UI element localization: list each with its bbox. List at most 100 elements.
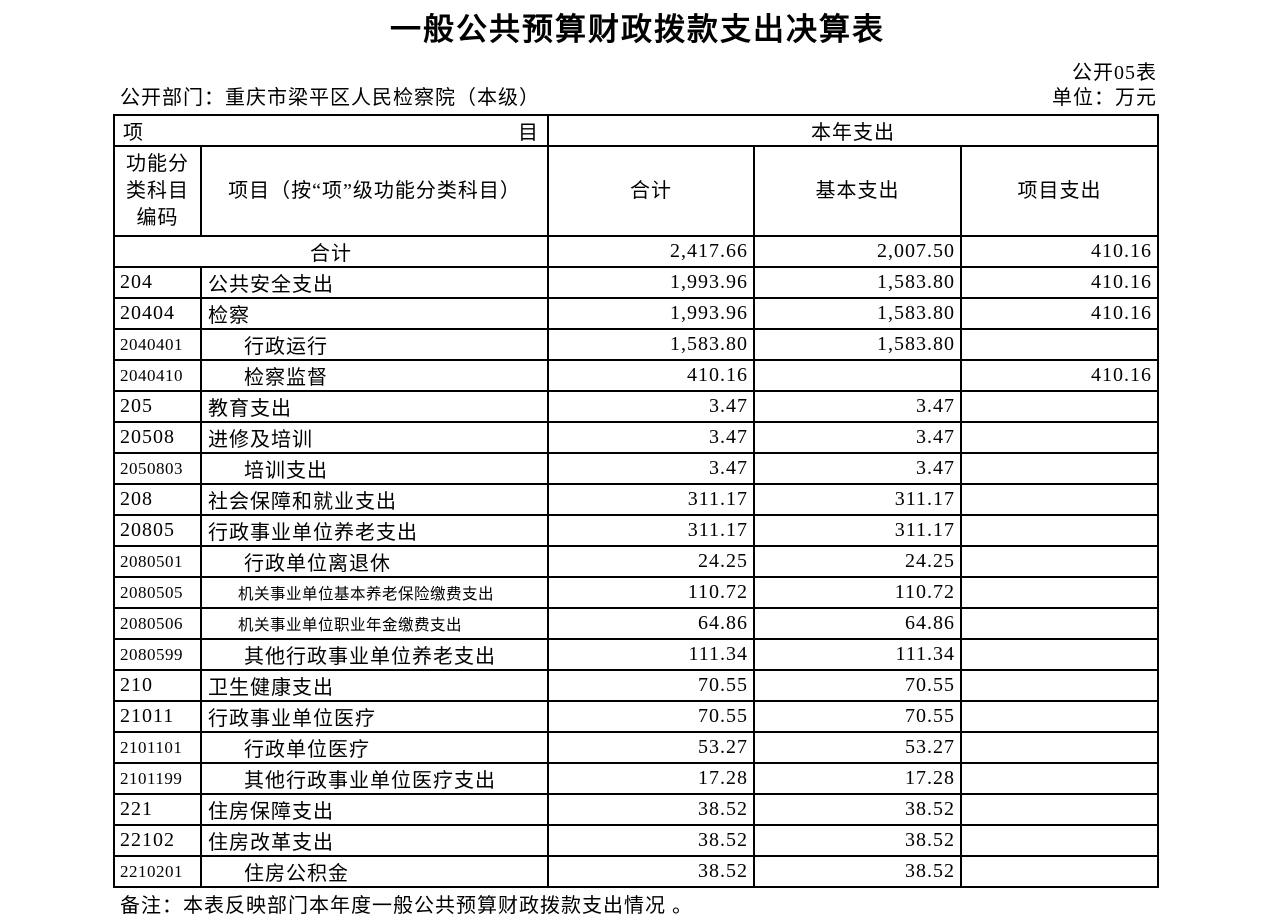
basic-expense-cell: 1,583.80 (753, 266, 962, 299)
item-name-cell: 进修及培训 (200, 421, 549, 454)
table-number: 公开05表 (1072, 62, 1157, 84)
total-cell: 70.55 (547, 700, 755, 733)
code-cell: 2050803 (113, 452, 202, 485)
item-name-cell: 教育支出 (200, 390, 549, 423)
total-cell: 38.52 (547, 793, 755, 826)
table-row: 208 社会保障和就业支出 311.17 311.17 (113, 483, 1160, 516)
total-cell: 410.16 (547, 359, 755, 392)
header-col-basic: 基本支出 (753, 145, 962, 237)
code-cell: 2080505 (113, 576, 202, 609)
code-cell: 20404 (113, 297, 202, 330)
project-expense-cell: 410.16 (959, 297, 1160, 330)
item-name-cell: 行政单位医疗 (200, 731, 549, 764)
total-cell: 3.47 (547, 390, 755, 423)
department-label: 公开部门：重庆市梁平区人民检察院（本级） (120, 87, 540, 109)
header-row-group: 项 目 本年支出 (113, 114, 1160, 147)
project-expense-cell (959, 452, 1160, 485)
grand-total-project: 410.16 (959, 235, 1160, 268)
basic-expense-cell: 24.25 (753, 545, 962, 578)
total-cell: 311.17 (547, 483, 755, 516)
code-cell: 2080501 (113, 545, 202, 578)
item-name-cell: 卫生健康支出 (200, 669, 549, 702)
table-row: 2050803 培训支出 3.47 3.47 (113, 452, 1160, 485)
basic-expense-cell: 311.17 (753, 514, 962, 547)
project-expense-cell (959, 421, 1160, 454)
total-cell: 111.34 (547, 638, 755, 671)
project-expense-cell (959, 514, 1160, 547)
header-col-code: 功能分类科目编码 (113, 145, 202, 237)
total-cell: 1,993.96 (547, 266, 755, 299)
project-expense-cell (959, 545, 1160, 578)
table-row: 2040410 检察监督 410.16 410.16 (113, 359, 1160, 392)
total-cell: 38.52 (547, 824, 755, 857)
project-expense-cell (959, 731, 1160, 764)
total-cell: 70.55 (547, 669, 755, 702)
table-row: 20404 检察 1,993.96 1,583.80 410.16 (113, 297, 1160, 330)
project-expense-cell (959, 700, 1160, 733)
basic-expense-cell: 64.86 (753, 607, 962, 640)
project-expense-cell (959, 824, 1160, 857)
project-expense-cell (959, 669, 1160, 702)
code-cell: 22102 (113, 824, 202, 857)
project-expense-cell (959, 483, 1160, 516)
code-cell: 2080506 (113, 607, 202, 640)
code-cell: 204 (113, 266, 202, 299)
project-expense-cell (959, 793, 1160, 826)
basic-expense-cell: 53.27 (753, 731, 962, 764)
basic-expense-cell: 38.52 (753, 793, 962, 826)
project-expense-cell: 410.16 (959, 266, 1160, 299)
code-cell: 2040401 (113, 328, 202, 361)
table-row: 221 住房保障支出 38.52 38.52 (113, 793, 1160, 826)
total-cell: 24.25 (547, 545, 755, 578)
table-row: 2101101 行政单位医疗 53.27 53.27 (113, 731, 1160, 764)
code-cell: 221 (113, 793, 202, 826)
table-row: 210 卫生健康支出 70.55 70.55 (113, 669, 1160, 702)
total-cell: 3.47 (547, 452, 755, 485)
total-cell: 1,993.96 (547, 297, 755, 330)
basic-expense-cell: 1,583.80 (753, 297, 962, 330)
basic-expense-cell: 3.47 (753, 421, 962, 454)
grand-total-row: 合计 2,417.66 2,007.50 410.16 (113, 235, 1160, 268)
item-name-cell: 住房保障支出 (200, 793, 549, 826)
total-cell: 38.52 (547, 855, 755, 888)
basic-expense-cell: 3.47 (753, 390, 962, 423)
grand-total-amount: 2,417.66 (547, 235, 755, 268)
code-cell: 205 (113, 390, 202, 423)
basic-expense-cell: 38.52 (753, 824, 962, 857)
table-row: 21011 行政事业单位医疗 70.55 70.55 (113, 700, 1160, 733)
table-row: 2210201 住房公积金 38.52 38.52 (113, 855, 1160, 888)
unit-label: 单位：万元 (1052, 87, 1157, 109)
basic-expense-cell: 3.47 (753, 452, 962, 485)
project-expense-cell (959, 762, 1160, 795)
table-row: 22102 住房改革支出 38.52 38.52 (113, 824, 1160, 857)
total-cell: 311.17 (547, 514, 755, 547)
total-cell: 53.27 (547, 731, 755, 764)
item-name-cell: 行政事业单位医疗 (200, 700, 549, 733)
item-name-cell: 住房公积金 (200, 855, 549, 888)
budget-table: 项 目 本年支出 功能分类科目编码 项目（按“项”级功能分类科目） 合计 基本支… (113, 114, 1160, 888)
item-name-cell: 住房改革支出 (200, 824, 549, 857)
total-cell: 17.28 (547, 762, 755, 795)
code-cell: 21011 (113, 700, 202, 733)
total-cell: 1,583.80 (547, 328, 755, 361)
item-name-cell: 检察监督 (200, 359, 549, 392)
code-cell: 2210201 (113, 855, 202, 888)
header-item-right: 目 (518, 122, 539, 144)
basic-expense-cell: 111.34 (753, 638, 962, 671)
header-row-columns: 功能分类科目编码 项目（按“项”级功能分类科目） 合计 基本支出 项目支出 (113, 145, 1160, 237)
basic-expense-cell (753, 359, 962, 392)
item-name-cell: 行政运行 (200, 328, 549, 361)
grand-total-label: 合计 (113, 235, 549, 268)
project-expense-cell (959, 576, 1160, 609)
code-cell: 2101101 (113, 731, 202, 764)
item-name-cell: 机关事业单位基本养老保险缴费支出 (200, 576, 549, 609)
basic-expense-cell: 110.72 (753, 576, 962, 609)
total-cell: 110.72 (547, 576, 755, 609)
code-cell: 20805 (113, 514, 202, 547)
table-row: 2040401 行政运行 1,583.80 1,583.80 (113, 328, 1160, 361)
item-name-cell: 行政事业单位养老支出 (200, 514, 549, 547)
table-row: 20508 进修及培训 3.47 3.47 (113, 421, 1160, 454)
grand-total-basic: 2,007.50 (753, 235, 962, 268)
total-cell: 3.47 (547, 421, 755, 454)
table-body: 合计 2,417.66 2,007.50 410.16 204 公共安全支出 1,9… (113, 235, 1160, 888)
